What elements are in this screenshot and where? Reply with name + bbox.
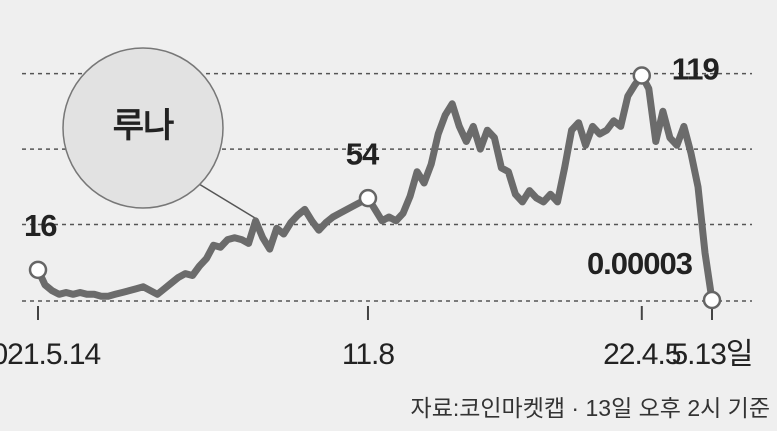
point-marker xyxy=(702,290,722,310)
point-marker xyxy=(28,260,48,280)
value-label: 119 xyxy=(672,52,720,87)
annotation: 루나 xyxy=(113,107,174,145)
x-tick-label: 11.8 xyxy=(342,338,394,371)
annotation-bubble xyxy=(62,47,224,209)
value-label: 54 xyxy=(346,136,380,171)
price-line xyxy=(34,72,716,304)
point-marker xyxy=(632,66,652,85)
point-marker xyxy=(358,188,378,208)
value-label: 16 xyxy=(24,208,57,243)
x-tick-label: 2021.5.14 xyxy=(0,338,101,371)
source: 자료:코인마켓캡 · 13일 오후 2시 기준 xyxy=(411,395,770,421)
x-tick-label: 5.13일 xyxy=(672,338,753,371)
x-tick-label: 22.4.5 xyxy=(603,338,681,371)
value-label: 0.00003 xyxy=(587,246,693,281)
